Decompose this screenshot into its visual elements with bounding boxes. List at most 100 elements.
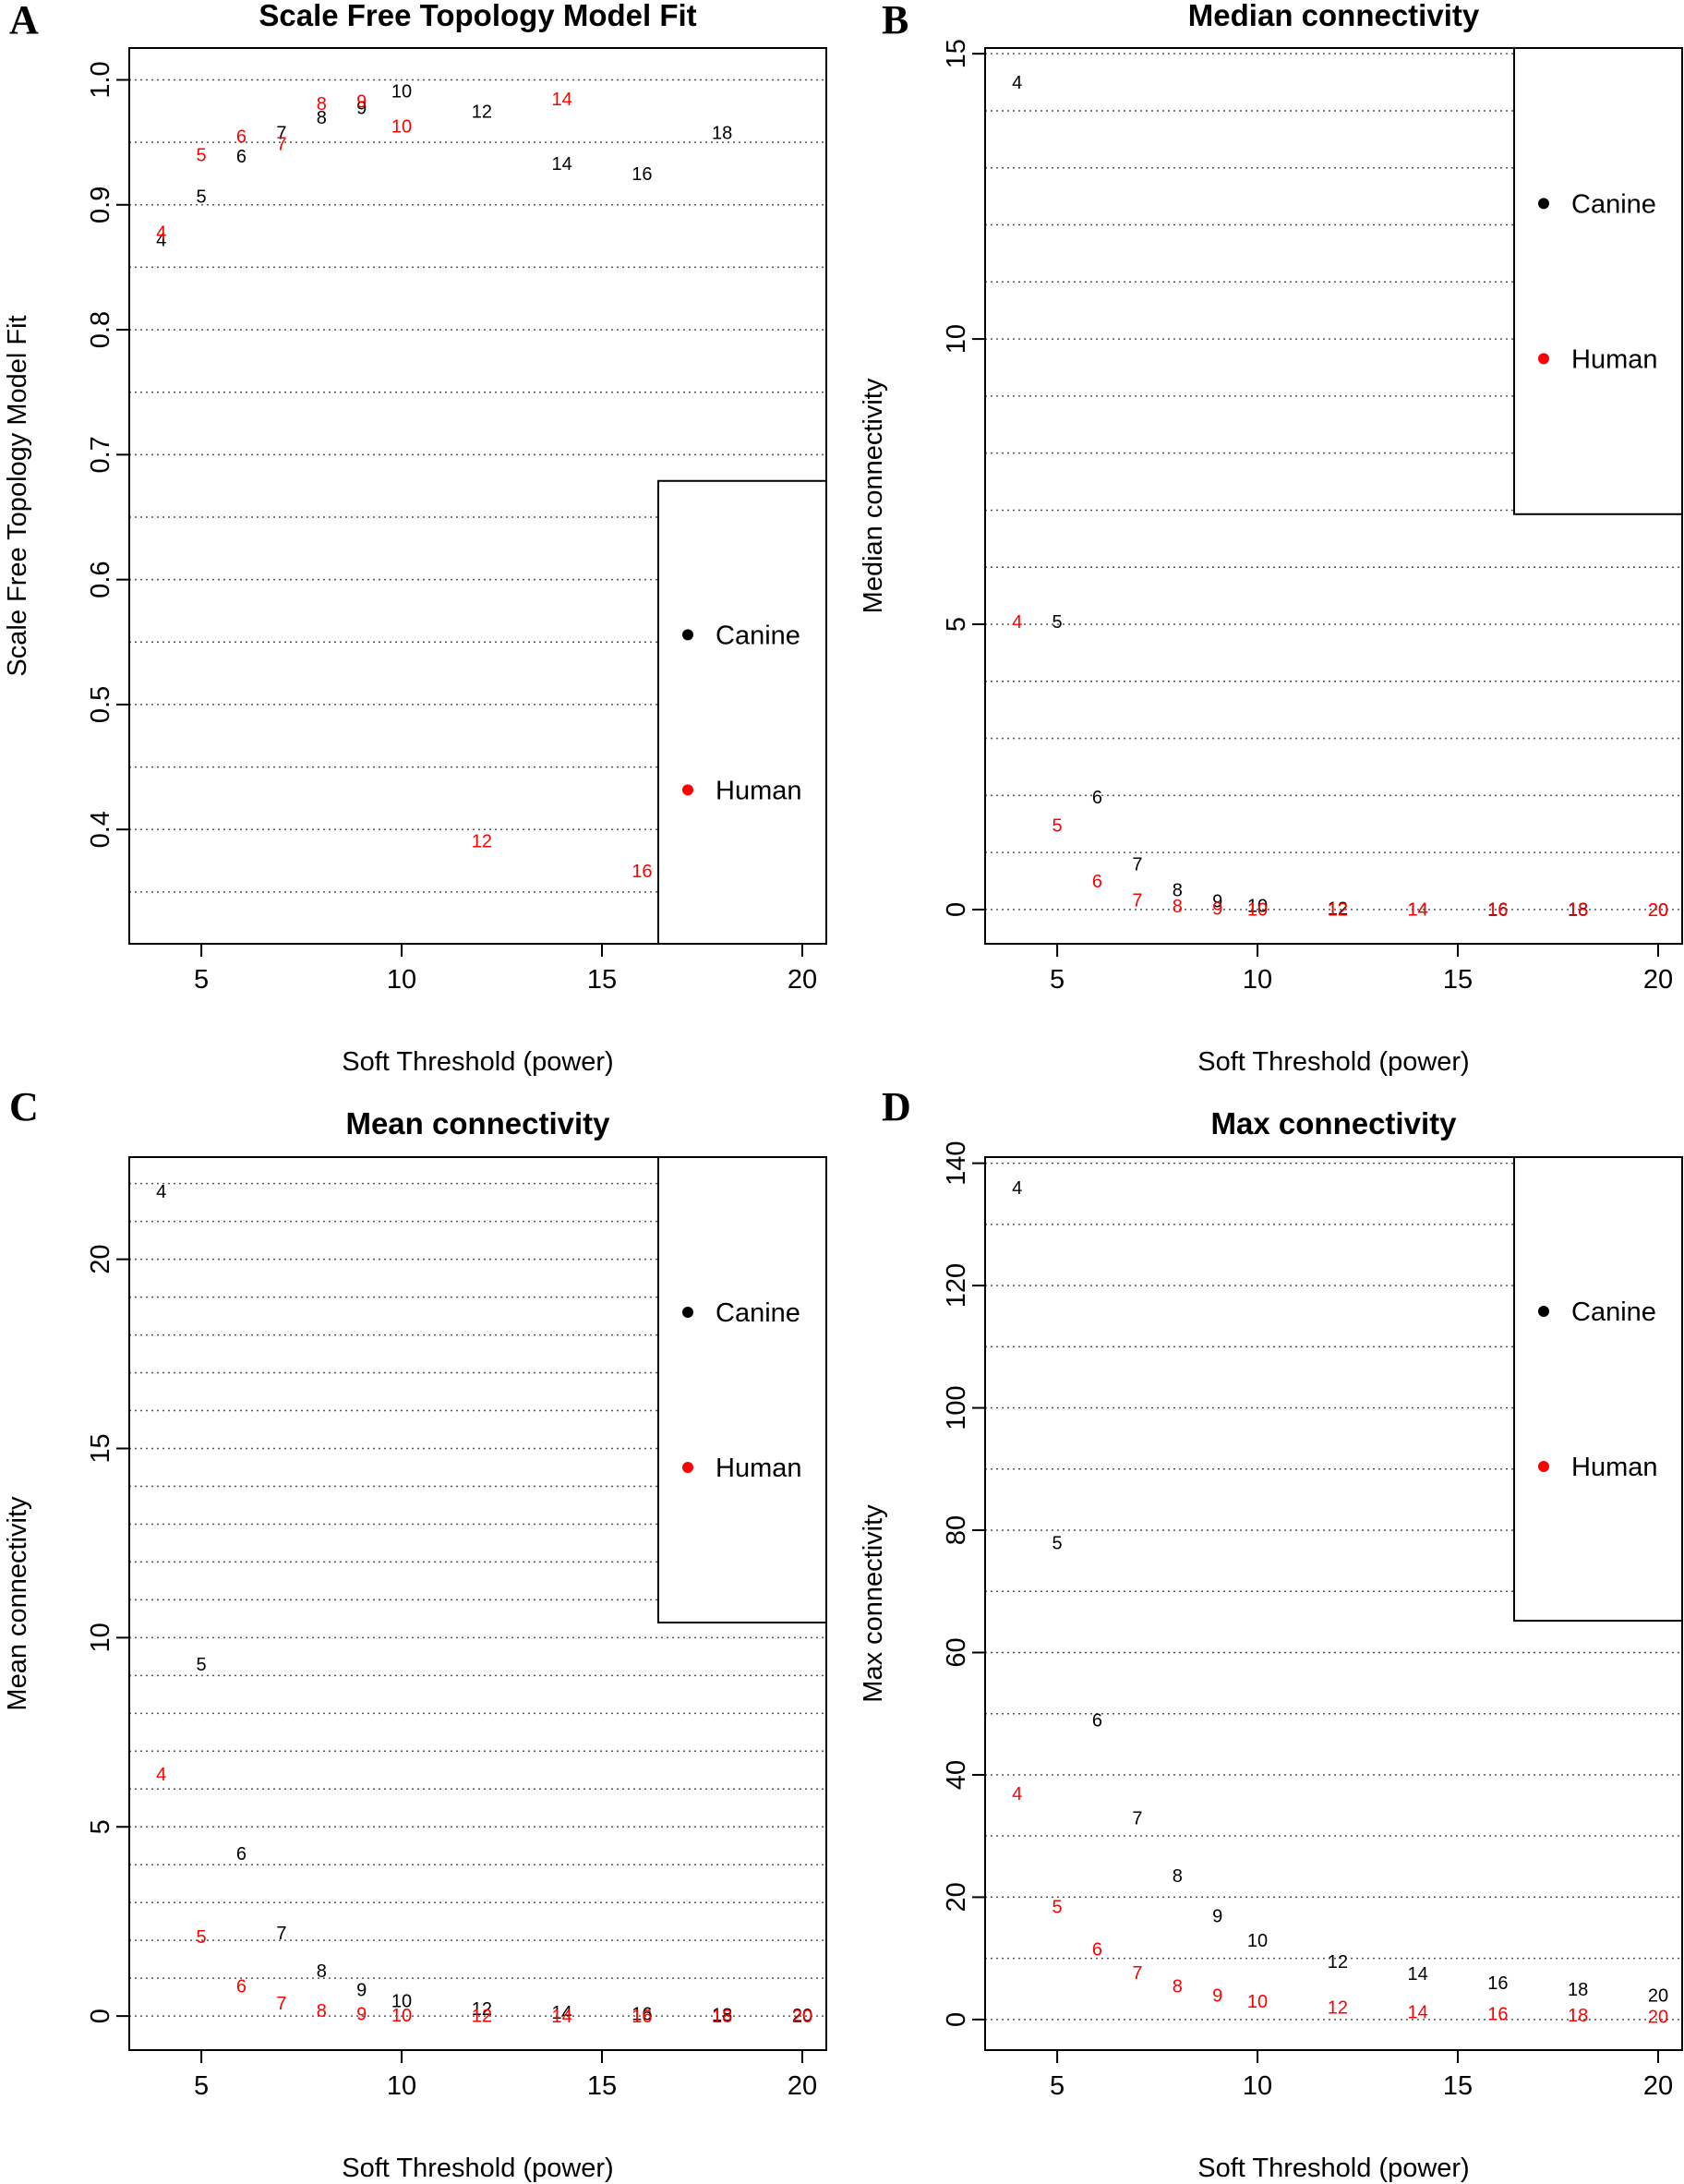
legend-box bbox=[657, 1156, 827, 1623]
x-axis-label: Soft Threshold (power) bbox=[342, 1047, 613, 1077]
y-tick-label: 0.6 bbox=[86, 561, 115, 597]
x-tick-label: 5 bbox=[194, 965, 209, 995]
data-point-human: 7 bbox=[276, 1994, 286, 2014]
x-tick-label: 5 bbox=[194, 2071, 209, 2101]
data-point-canine: 18 bbox=[1568, 1980, 1588, 2000]
data-point-canine: 6 bbox=[1092, 1710, 1102, 1731]
data-point-canine: 16 bbox=[1487, 900, 1508, 921]
data-point-human: 14 bbox=[551, 2007, 571, 2027]
legend-label-canine: Canine bbox=[1571, 1297, 1656, 1327]
data-point-human: 20 bbox=[1648, 2008, 1668, 2028]
legend-marker-canine bbox=[682, 629, 693, 641]
data-point-canine: 4 bbox=[1012, 73, 1022, 93]
data-point-human: 12 bbox=[1328, 900, 1348, 921]
y-axis-label: Scale Free Topology Model Fit bbox=[3, 315, 32, 676]
legend-marker-canine bbox=[682, 1306, 693, 1318]
legend-label-canine: Canine bbox=[716, 621, 800, 650]
y-tick-label: 40 bbox=[942, 1760, 971, 1790]
y-axis-label: Mean connectivity bbox=[3, 1496, 32, 1711]
data-point-human: 6 bbox=[1092, 1940, 1102, 1961]
legend-box bbox=[1513, 1156, 1683, 1623]
data-point-human: 8 bbox=[317, 2001, 327, 2021]
chart-title: Median connectivity bbox=[1188, 0, 1480, 32]
chart-title: Max connectivity bbox=[1211, 1106, 1458, 1140]
data-point-human: 9 bbox=[1212, 1985, 1222, 2006]
y-tick-label: 0.4 bbox=[86, 811, 115, 848]
legend-box bbox=[1513, 47, 1683, 515]
data-point-canine: 18 bbox=[712, 2005, 732, 2025]
data-point-canine: 20 bbox=[1648, 1985, 1668, 2006]
data-point-canine: 14 bbox=[551, 2003, 571, 2023]
legend-marker-human bbox=[682, 784, 693, 796]
legend-label-human: Human bbox=[716, 1454, 802, 1483]
data-point-human: 6 bbox=[236, 127, 247, 147]
data-point-human: 7 bbox=[276, 134, 286, 154]
chart-title: Mean connectivity bbox=[345, 1106, 610, 1140]
data-point-canine: 16 bbox=[632, 2005, 652, 2025]
data-point-human: 8 bbox=[1173, 897, 1183, 917]
data-point-human: 12 bbox=[472, 831, 492, 851]
y-tick-label: 60 bbox=[942, 1637, 971, 1667]
y-tick-label: 20 bbox=[942, 1882, 971, 1912]
data-point-human: 16 bbox=[632, 2007, 652, 2027]
legend: Canine Human bbox=[657, 479, 827, 945]
y-tick-label: 5 bbox=[942, 617, 971, 632]
data-point-canine: 7 bbox=[1132, 1808, 1142, 1828]
panel-c: C Mean connectivity 0 5 10 15 20 5 10 15 20 Soft Th… bbox=[3, 1084, 827, 2183]
y-tick-label: 0.5 bbox=[86, 686, 115, 723]
data-point-canine: 10 bbox=[391, 1992, 412, 2012]
data-point-canine: 5 bbox=[197, 187, 207, 207]
legend-marker-human bbox=[1538, 353, 1549, 365]
y-tick-label: 0.9 bbox=[86, 187, 115, 223]
data-point-canine: 4 bbox=[1012, 1178, 1022, 1199]
data-point-canine: 10 bbox=[1247, 1931, 1268, 1951]
x-tick-label: 10 bbox=[1243, 965, 1272, 995]
panel-letter: D bbox=[882, 1084, 911, 1129]
data-point-human: 7 bbox=[1132, 1963, 1142, 1984]
x-tick-label: 20 bbox=[788, 965, 817, 995]
data-point-canine: 12 bbox=[1328, 899, 1348, 920]
data-point-canine: 8 bbox=[317, 108, 327, 128]
x-tick-label: 15 bbox=[587, 2071, 617, 2101]
data-point-human: 16 bbox=[632, 862, 652, 882]
data-point-human: 8 bbox=[1173, 1976, 1183, 1997]
data-point-human: 9 bbox=[356, 91, 367, 112]
data-point-canine: 18 bbox=[1568, 900, 1588, 921]
data-point-human: 14 bbox=[1407, 900, 1427, 921]
panel-letter: A bbox=[9, 0, 39, 42]
data-point-canine: 5 bbox=[197, 1655, 207, 1675]
x-tick-label: 15 bbox=[1443, 965, 1473, 995]
x-tick-label: 10 bbox=[387, 2071, 416, 2101]
data-point-human: 9 bbox=[356, 2005, 367, 2025]
x-tick-label: 15 bbox=[587, 965, 617, 995]
x-tick-label: 5 bbox=[1050, 2071, 1065, 2101]
data-point-canine: 9 bbox=[356, 98, 367, 118]
panel-a: A Scale Free Topology Model Fit 0.4 0.5 0.6 0… bbox=[3, 0, 827, 1077]
data-point-human: 5 bbox=[1052, 815, 1063, 836]
data-point-human: 20 bbox=[792, 2007, 812, 2027]
data-point-human: 4 bbox=[156, 1765, 166, 1785]
data-point-human: 6 bbox=[1092, 872, 1102, 892]
data-point-canine: 7 bbox=[276, 123, 286, 143]
data-point-human: 18 bbox=[1568, 2006, 1588, 2026]
y-tick-label: 120 bbox=[942, 1263, 971, 1308]
y-tick-label: 140 bbox=[942, 1140, 971, 1185]
chart-title: Scale Free Topology Model Fit bbox=[259, 0, 696, 32]
data-point-human: 5 bbox=[197, 146, 207, 166]
data-point-human: 4 bbox=[156, 223, 166, 244]
data-point-human: 10 bbox=[391, 117, 412, 138]
y-tick-label: 0.7 bbox=[86, 436, 115, 473]
panel-d: D Max connectivity 0 20 40 60 80 100 120 140 5 10 15… bbox=[859, 1084, 1683, 2183]
y-tick-label: 0.8 bbox=[86, 311, 115, 348]
data-point-canine: 6 bbox=[236, 147, 247, 167]
data-point-canine: 7 bbox=[1132, 855, 1142, 875]
legend-label-canine: Canine bbox=[716, 1298, 800, 1328]
data-point-human: 8 bbox=[317, 94, 327, 115]
y-tick-label: 20 bbox=[86, 1244, 115, 1273]
x-tick-label: 5 bbox=[1050, 965, 1065, 995]
data-point-canine: 18 bbox=[712, 123, 732, 143]
data-point-canine: 8 bbox=[317, 1961, 327, 1982]
legend-marker-canine bbox=[1538, 1306, 1549, 1318]
data-point-canine: 7 bbox=[276, 1924, 286, 1944]
